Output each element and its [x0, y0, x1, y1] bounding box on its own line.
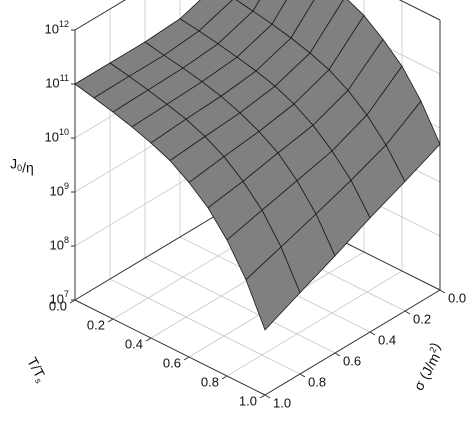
y-tick-label: 0.4 — [378, 332, 396, 347]
tick-mark — [183, 356, 190, 361]
z-axis-label: J0/η — [10, 156, 34, 176]
grid-line — [226, 270, 403, 377]
x-tick-label: 0.0 — [49, 298, 67, 313]
tick-mark — [259, 394, 266, 399]
tick-mark — [145, 337, 152, 342]
x-tick-label: 0.2 — [87, 317, 105, 332]
grid-line — [144, 257, 336, 354]
tick-mark — [439, 289, 446, 294]
tick-mark — [107, 318, 114, 323]
z-tick-label: 109 — [50, 181, 69, 198]
tick-mark — [69, 299, 76, 304]
tick-mark — [299, 373, 306, 378]
x-tick-label: 0.8 — [201, 374, 219, 389]
x-tick-label: 1.0 — [239, 393, 257, 408]
axis-edge — [264, 289, 441, 396]
surface-patch — [245, 246, 301, 331]
z-tick-label: 1012 — [45, 19, 69, 36]
tick-mark — [221, 375, 228, 380]
y-tick-label: 1.0 — [273, 395, 291, 410]
x-tick-label: 0.4 — [125, 336, 143, 351]
y-tick-label: 0.0 — [448, 290, 466, 305]
grid-line — [109, 278, 301, 375]
axis-edge — [74, 299, 266, 396]
y-tick-label: 0.6 — [343, 353, 361, 368]
axis-edge — [74, 0, 126, 31]
x-tick-label: 0.6 — [163, 355, 181, 370]
y-tick-label: 0.2 — [413, 311, 431, 326]
z-tick-label: 1011 — [45, 73, 69, 90]
tick-mark — [264, 394, 271, 399]
tick-mark — [404, 310, 411, 315]
y-axis-label: σ (J/m2) — [406, 339, 448, 393]
tick-mark — [334, 352, 341, 357]
tick-mark — [369, 331, 376, 336]
z-tick-label: 108 — [50, 235, 69, 252]
x-axis-label: T/Ts — [23, 354, 51, 385]
z-tick-label: 1010 — [45, 127, 69, 144]
axis-edge — [398, 0, 441, 21]
y-tick-label: 0.8 — [308, 374, 326, 389]
